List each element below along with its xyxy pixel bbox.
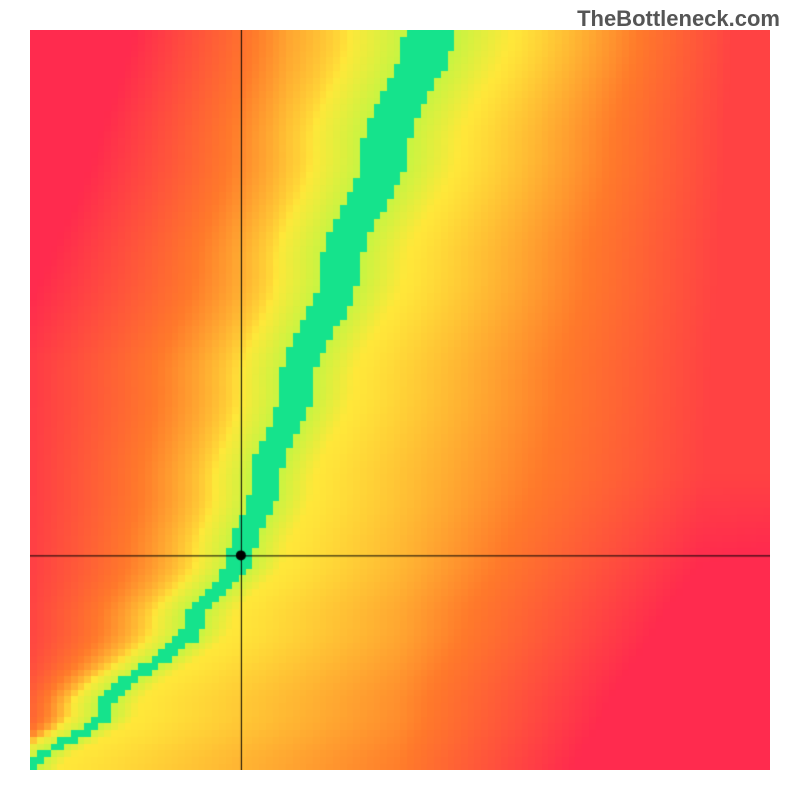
chart-container: TheBottleneck.com <box>0 0 800 800</box>
heatmap-canvas <box>30 30 770 770</box>
watermark-text: TheBottleneck.com <box>577 6 780 32</box>
plot-area <box>30 30 770 770</box>
